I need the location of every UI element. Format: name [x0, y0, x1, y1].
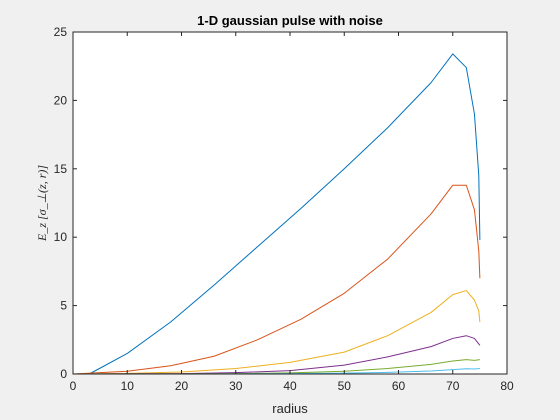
series-line-4	[72, 335, 481, 375]
x-tick-label-40: 40	[283, 379, 297, 393]
x-axis-label: radius	[272, 401, 308, 416]
y-tick-label-20: 20	[54, 93, 68, 107]
x-tick-label-20: 20	[175, 379, 189, 393]
x-tick-label-70: 70	[446, 379, 460, 393]
axes-layer: 0 10 20 30 40 50 60 70 80 0 5 10 15 20 25	[54, 25, 514, 393]
series-line-1	[73, 53, 481, 375]
chart-title: 1-D gaussian pulse with noise	[197, 13, 383, 28]
y-tick-label-0: 0	[60, 367, 67, 381]
series-line-2	[72, 184, 481, 375]
x-tick-label-10: 10	[121, 379, 135, 393]
x-tick-label-80: 80	[500, 379, 514, 393]
y-axis-label: E_z [σ_⊥(z, r)]	[35, 165, 49, 242]
y-tick-label-10: 10	[54, 230, 68, 244]
x-tick-label-0: 0	[70, 379, 77, 393]
y-tick-label-15: 15	[54, 162, 68, 176]
x-tick-label-30: 30	[229, 379, 243, 393]
y-tick-label-5: 5	[60, 299, 67, 313]
y-tick-label-25: 25	[54, 25, 68, 39]
x-tick-label-60: 60	[392, 379, 406, 393]
plot-area	[73, 32, 507, 374]
x-tick-label-50: 50	[338, 379, 352, 393]
y-axis-label-text: E_z [σ_⊥(z, r)]	[35, 165, 49, 242]
